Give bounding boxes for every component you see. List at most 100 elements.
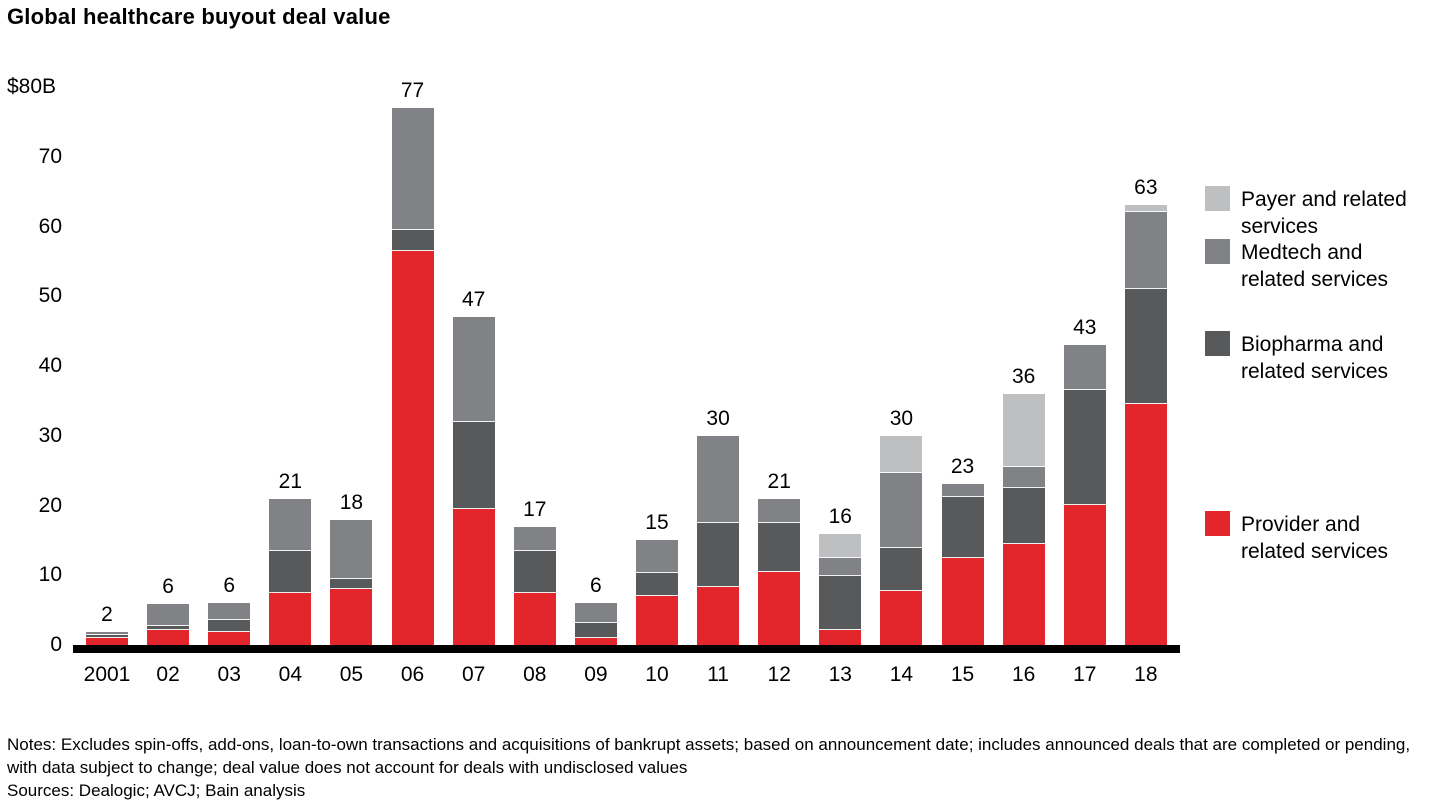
segment-biopharma [1063,390,1106,505]
segment-medtech [391,108,434,230]
legend-label-biopharma: Biopharma and related services [1241,333,1389,383]
segment-provider [147,630,190,645]
segment-provider [1002,544,1045,645]
segment-payer [880,436,923,473]
segment-provider [635,596,678,645]
segment-biopharma [269,551,312,593]
legend-item-biopharma: Biopharma and related services [1205,331,1388,385]
x-tick-2001: 2001 [83,663,131,686]
bar-total-label: 15 [645,511,669,534]
segment-provider [941,558,984,645]
segment-medtech [208,603,251,620]
y-tick-30: 30 [38,423,62,447]
bars-container: 2 2001 6 02 6 03 21 04 18 05 77 06 47 07 17 08 6 09 15 10 30… [84,79,1167,686]
y-tick-10: 10 [38,563,62,587]
legend-swatch-biopharma [1205,331,1230,356]
segment-medtech [697,436,740,523]
segment-provider [1063,505,1106,645]
x-tick-05: 05 [339,663,364,686]
bar-16: 36 16 [1002,87,1045,686]
segment-provider [330,589,373,645]
x-tick-15: 15 [950,663,975,686]
segment-medtech [758,499,801,523]
segment-provider [452,509,495,645]
bar-stack [452,317,495,645]
chart-title: Global healthcare buyout deal value [7,4,391,29]
segment-biopharma [697,523,740,587]
segment-medtech [452,317,495,422]
bar-stack [758,499,801,645]
bar-stack [330,520,373,645]
bar-stack [697,436,740,645]
bar-total-label: 23 [950,455,975,478]
segment-biopharma [1002,488,1045,544]
x-tick-03: 03 [217,663,241,686]
legend-item-medtech: Medtech and related services [1205,239,1388,293]
x-axis-line [73,645,1180,653]
y-tick-70: 70 [38,144,62,168]
segment-payer [819,534,862,558]
bar-04: 21 04 [269,87,312,686]
bar-stack [86,632,128,645]
segment-medtech [1124,212,1167,289]
segment-medtech [574,603,617,623]
segment-biopharma [574,623,617,638]
bar-stack [391,108,434,645]
sources-text: Sources: Dealogic; AVCJ; Bain analysis [7,781,306,800]
bar-10: 15 10 [635,87,678,686]
segment-medtech [1063,345,1106,390]
segment-biopharma [758,523,801,572]
segment-medtech [1002,467,1045,488]
legend: Payer and related services Medtech and rela… [1205,0,1440,700]
bar-08: 17 08 [513,87,556,686]
bar-total-label: 36 [1011,365,1036,388]
bar-total-label: 17 [523,498,547,521]
segment-biopharma [880,548,923,591]
segment-biopharma [1124,289,1167,404]
segment-provider [758,572,801,645]
bar-05: 18 05 [330,87,373,686]
segment-provider [208,632,251,645]
bar-total-label: 77 [400,79,425,102]
segment-medtech [819,558,862,576]
bar-2001: 2 2001 [84,87,131,686]
segment-payer [1124,205,1167,212]
y-tick-20: 20 [38,493,62,517]
x-tick-02: 02 [156,663,180,686]
bar-03: 6 03 [208,87,251,686]
legend-swatch-payer [1205,186,1230,211]
bar-stack [880,436,923,645]
bar-06: 77 06 [391,79,434,686]
bar-stack [819,534,862,645]
segment-biopharma [330,579,373,589]
bar-total-label: 21 [278,470,302,493]
x-tick-12: 12 [767,663,791,686]
segment-provider [697,587,740,645]
segment-biopharma [635,573,678,596]
bar-11: 30 11 [697,87,740,686]
bar-total-label: 63 [1134,176,1158,199]
bar-13: 16 13 [819,87,862,686]
segment-biopharma [86,635,128,638]
x-tick-07: 07 [461,663,486,686]
x-tick-13: 13 [828,663,852,686]
bar-stack [1063,345,1106,645]
legend-item-provider: Provider and related services [1205,511,1388,565]
segment-provider [880,591,923,645]
legend-swatch-medtech [1205,239,1230,264]
legend-label-payer: Payer and related services [1241,188,1407,238]
x-tick-14: 14 [889,663,914,686]
x-tick-11: 11 [707,663,729,686]
bar-stack [269,499,312,645]
segment-biopharma [391,230,434,251]
segment-biopharma [208,620,251,632]
segment-provider [513,593,556,645]
x-tick-18: 18 [1134,663,1158,686]
footnotes: Notes: Excludes spin-offs, add-ons, loan… [7,733,1435,802]
segment-provider [1124,404,1167,645]
bar-total-label: 6 [590,574,602,597]
segment-biopharma [941,497,984,558]
bar-total-label: 47 [461,288,486,311]
y-tick-40: 40 [38,354,62,377]
segment-biopharma [819,576,862,630]
